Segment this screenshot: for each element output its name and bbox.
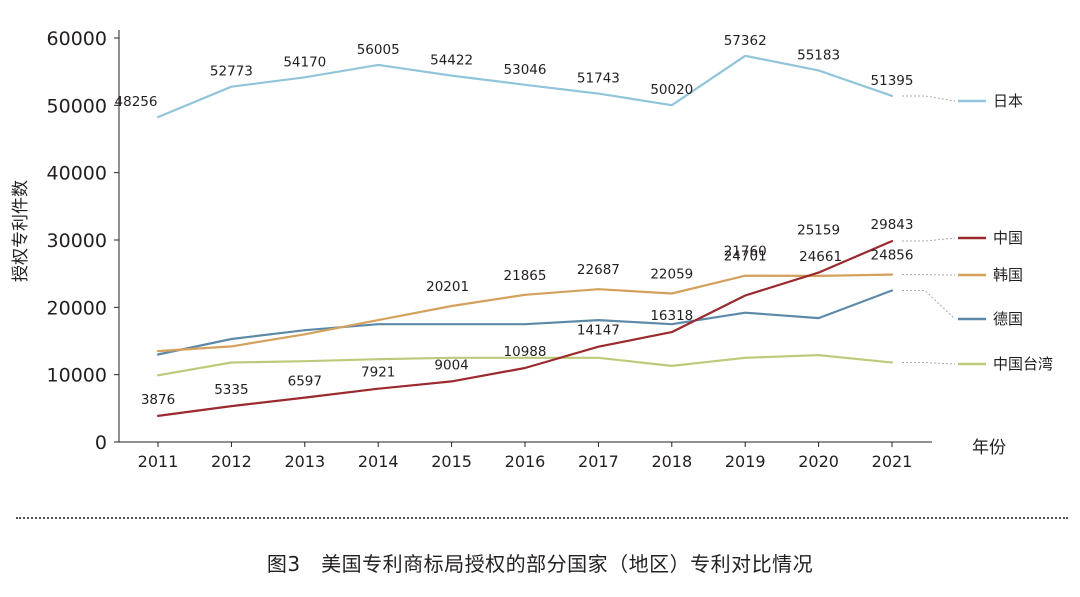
data-label: 51743 bbox=[577, 71, 620, 87]
x-tick-label: 2014 bbox=[358, 452, 399, 471]
series-line bbox=[156, 54, 894, 119]
x-tick-label: 2016 bbox=[505, 452, 546, 471]
data-label: 16318 bbox=[650, 308, 693, 324]
data-label: 57362 bbox=[724, 33, 767, 49]
x-tick-label: 2019 bbox=[725, 452, 766, 471]
y-tick-label: 20000 bbox=[47, 297, 107, 319]
data-label: 52773 bbox=[210, 64, 253, 80]
x-tick-label: 2020 bbox=[798, 452, 839, 471]
data-label: 51395 bbox=[871, 73, 914, 89]
data-label: 7921 bbox=[361, 365, 395, 381]
data-label: 14147 bbox=[577, 323, 620, 339]
series-line bbox=[156, 273, 894, 353]
legend-leader-line bbox=[902, 237, 956, 242]
data-label: 20201 bbox=[426, 279, 469, 295]
chart-data-labels: 48256 52773 54170 56005 54422 53046 51743 50020… bbox=[115, 33, 914, 408]
data-label: 5335 bbox=[214, 382, 248, 398]
legend-label: 中国 bbox=[993, 229, 1023, 247]
data-label: 21865 bbox=[504, 268, 547, 284]
series-line bbox=[156, 240, 894, 417]
series-line bbox=[156, 289, 894, 356]
x-tick-label: 2011 bbox=[138, 452, 179, 471]
data-label: 54422 bbox=[430, 53, 473, 69]
data-label: 21760 bbox=[724, 243, 767, 259]
legend-leader-line bbox=[902, 95, 956, 102]
data-label: 22059 bbox=[650, 266, 693, 282]
chart-axes: 0 10000 20000 30000 40000 50000 60000 2011 2012 2… bbox=[47, 28, 932, 471]
y-axis-title: 授权专利件数 bbox=[11, 180, 31, 282]
y-tick-label: 40000 bbox=[47, 163, 107, 185]
dotted-divider bbox=[16, 517, 1068, 519]
x-tick-label: 2015 bbox=[431, 452, 472, 471]
data-label: 56005 bbox=[357, 42, 400, 58]
data-label: 22687 bbox=[577, 262, 620, 278]
y-tick-label: 10000 bbox=[47, 365, 107, 387]
data-label: 24856 bbox=[871, 248, 914, 264]
data-label: 25159 bbox=[797, 223, 840, 239]
data-label: 55183 bbox=[797, 47, 840, 63]
legend-label: 韩国 bbox=[993, 266, 1023, 284]
x-tick-label: 2018 bbox=[651, 452, 692, 471]
x-axis-title: 年份 bbox=[972, 438, 1006, 458]
data-label: 53046 bbox=[504, 62, 547, 78]
data-label: 10988 bbox=[504, 344, 547, 360]
legend-leader-line bbox=[902, 290, 956, 320]
y-tick-label: 0 bbox=[95, 432, 107, 454]
line-chart: 0 10000 20000 30000 40000 50000 60000 2011 2012 2… bbox=[11, 28, 1053, 471]
data-label: 24701 bbox=[724, 249, 767, 265]
legend-label: 德国 bbox=[993, 310, 1023, 328]
data-label: 54170 bbox=[283, 54, 326, 70]
data-label: 29843 bbox=[871, 217, 914, 233]
data-label: 50020 bbox=[650, 82, 693, 98]
data-label: 48256 bbox=[115, 94, 158, 110]
data-label: 24661 bbox=[799, 249, 842, 265]
legend-label: 中国台湾 bbox=[993, 355, 1053, 373]
series-line bbox=[156, 354, 894, 377]
legend-leader-line bbox=[902, 362, 956, 365]
data-label: 6597 bbox=[288, 374, 322, 390]
chart-series-lines bbox=[156, 54, 894, 417]
data-label: 9004 bbox=[434, 357, 468, 373]
data-label: 3876 bbox=[141, 392, 175, 408]
x-tick-label: 2013 bbox=[284, 452, 325, 471]
y-tick-label: 60000 bbox=[47, 28, 107, 50]
x-tick-label: 2012 bbox=[211, 452, 252, 471]
y-tick-label: 30000 bbox=[47, 230, 107, 252]
legend-label: 日本 bbox=[993, 92, 1023, 110]
x-tick-label: 2017 bbox=[578, 452, 619, 471]
x-tick-label: 2021 bbox=[872, 452, 913, 471]
y-tick-label: 50000 bbox=[47, 95, 107, 117]
figure-caption: 图3 美国专利商标局授权的部分国家（地区）专利对比情况 bbox=[266, 552, 814, 576]
